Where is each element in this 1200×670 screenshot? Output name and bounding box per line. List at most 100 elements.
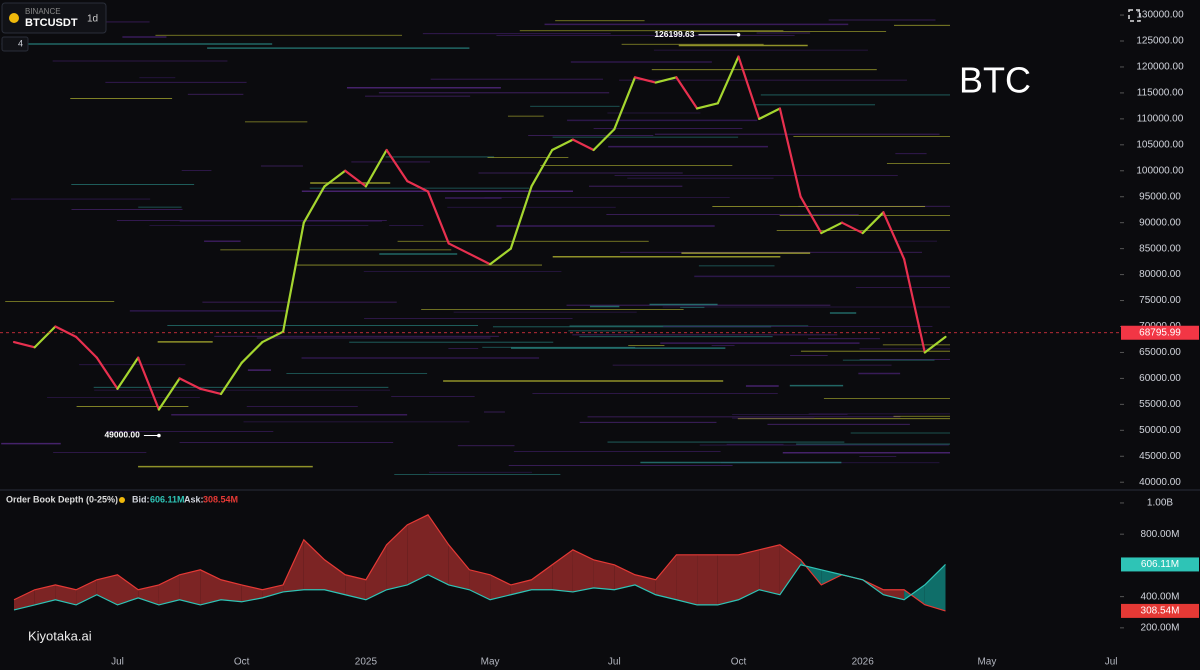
depth-line xyxy=(13,564,946,611)
price-segment xyxy=(426,190,450,245)
price-segment xyxy=(633,76,657,84)
x-tick-label: Oct xyxy=(731,657,747,668)
depth-fill xyxy=(14,589,35,610)
depth-fill xyxy=(490,574,511,600)
price-segment xyxy=(406,180,430,193)
depth-fill xyxy=(407,514,428,585)
price-segment xyxy=(116,356,140,390)
depth-fill xyxy=(676,554,698,605)
legend-ask: Ask: xyxy=(184,494,204,504)
depth-fill xyxy=(759,544,780,595)
depth-fill xyxy=(614,564,635,590)
price-segment xyxy=(592,128,616,152)
depth-fill xyxy=(200,569,221,605)
y-tick-label: 80000.00 xyxy=(1139,269,1181,280)
x-tick-label: Jul xyxy=(1105,657,1118,668)
depth-fill xyxy=(34,584,56,605)
symbol-box[interactable] xyxy=(1,2,107,34)
high-marker xyxy=(736,32,741,37)
price-segment xyxy=(675,76,699,110)
symbol: BTCUSDT xyxy=(25,17,78,29)
depth-fill xyxy=(117,574,139,605)
indicator-toggle[interactable] xyxy=(1,36,29,52)
price-segment xyxy=(489,247,512,266)
y-tick-label: 55000.00 xyxy=(1139,399,1181,410)
depth-line xyxy=(13,514,946,612)
depth-fill xyxy=(345,574,366,600)
price-segment xyxy=(737,55,761,120)
depth-fill xyxy=(779,544,801,595)
depth-fill xyxy=(531,564,553,590)
depth-fill xyxy=(96,574,118,605)
depth-fill xyxy=(303,539,325,590)
indicator-count[interactable]: 4 xyxy=(18,38,23,48)
y-tick-label: 115000.00 xyxy=(1137,88,1184,99)
price-segment xyxy=(323,169,347,188)
y-tick-label: 120000.00 xyxy=(1136,62,1184,73)
price-segment xyxy=(778,107,802,198)
depth-fill xyxy=(448,544,470,590)
x-tick-label: Jul xyxy=(608,657,621,668)
interval[interactable]: 1d xyxy=(87,14,98,25)
price-segment xyxy=(219,361,243,396)
price-segment xyxy=(137,356,160,411)
depth-fill xyxy=(635,574,656,595)
price-segment xyxy=(571,138,595,152)
price-segment xyxy=(509,185,533,250)
depth-fill xyxy=(76,579,97,605)
x-tick-label: 2025 xyxy=(355,657,378,668)
price-segment xyxy=(240,340,264,364)
x-tick-label: May xyxy=(481,657,500,668)
y-tick-label: 75000.00 xyxy=(1139,295,1181,306)
price-segment xyxy=(364,148,388,188)
price-segment xyxy=(12,340,36,349)
y-tick-label: 65000.00 xyxy=(1139,347,1181,358)
depth-fill xyxy=(904,584,925,605)
depth-fill xyxy=(386,524,408,590)
y-tick-label: 100000.00 xyxy=(1136,165,1184,176)
depth-fill xyxy=(883,589,905,600)
low-label: 49000.00 xyxy=(104,430,140,440)
depth-fill xyxy=(55,584,77,605)
depth-fill xyxy=(593,559,615,590)
depth-fill xyxy=(655,554,677,600)
depth-fill xyxy=(697,554,718,605)
price-segment xyxy=(530,148,554,188)
depth-fill xyxy=(283,539,304,592)
y-tick-label: 105000.00 xyxy=(1136,139,1184,150)
depth-badge xyxy=(1121,557,1199,572)
price-segment xyxy=(344,169,367,188)
legend-bid-value: 606.11M xyxy=(150,494,185,504)
y-tick-label: 90000.00 xyxy=(1139,217,1181,228)
price-segment xyxy=(261,330,285,344)
price-segment xyxy=(861,211,885,235)
depth-fill xyxy=(262,584,284,598)
price-segment xyxy=(199,387,223,396)
legend-ask-value: 308.54M xyxy=(203,494,238,504)
x-tick-label: May xyxy=(977,657,996,668)
price-segment xyxy=(716,55,740,105)
price-segment xyxy=(178,377,202,390)
price-segment xyxy=(695,102,719,110)
depth-fill xyxy=(138,584,159,605)
fullscreen-button[interactable] xyxy=(1128,9,1141,22)
price-segment xyxy=(613,76,637,131)
price-segment xyxy=(902,257,926,354)
depth-fill xyxy=(717,554,739,605)
y-tick-label: 200.00M xyxy=(1141,622,1180,633)
price-segment xyxy=(551,138,575,152)
price-segment xyxy=(799,195,823,235)
price-segment xyxy=(654,76,678,84)
depth-fill xyxy=(428,514,449,585)
legend-bid: Bid: xyxy=(132,494,150,504)
depth-fill xyxy=(221,579,242,602)
watermark: Kiyotaka.ai xyxy=(28,628,92,643)
y-tick-label: 40000.00 xyxy=(1139,477,1181,488)
depth-fill xyxy=(324,559,346,595)
y-tick-label: 85000.00 xyxy=(1139,243,1181,254)
y-tick-label: 95000.00 xyxy=(1139,191,1181,202)
depth-fill xyxy=(572,549,594,592)
price-segment xyxy=(468,252,492,266)
depth-fill xyxy=(552,549,573,592)
